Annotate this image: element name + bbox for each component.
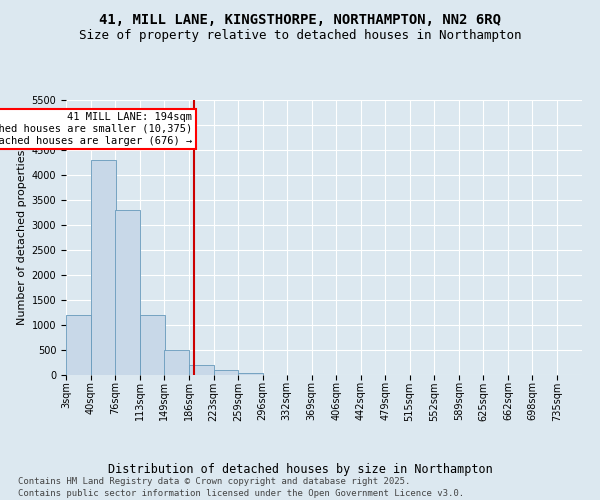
Text: Distribution of detached houses by size in Northampton: Distribution of detached houses by size … xyxy=(107,462,493,475)
Text: 41, MILL LANE, KINGSTHORPE, NORTHAMPTON, NN2 6RQ: 41, MILL LANE, KINGSTHORPE, NORTHAMPTON,… xyxy=(99,12,501,26)
Bar xyxy=(66,315,91,375)
Bar xyxy=(189,365,214,375)
Bar xyxy=(115,210,140,375)
Bar xyxy=(214,370,238,375)
Bar xyxy=(238,372,263,375)
Text: Contains HM Land Registry data © Crown copyright and database right 2025.: Contains HM Land Registry data © Crown c… xyxy=(18,478,410,486)
Text: 41 MILL LANE: 194sqm
← 94% of detached houses are smaller (10,375)
6% of semi-de: 41 MILL LANE: 194sqm ← 94% of detached h… xyxy=(0,112,192,146)
Text: Size of property relative to detached houses in Northampton: Size of property relative to detached ho… xyxy=(79,28,521,42)
Bar xyxy=(140,315,164,375)
Y-axis label: Number of detached properties: Number of detached properties xyxy=(17,150,28,325)
Bar xyxy=(164,350,189,375)
Bar xyxy=(91,160,116,375)
Text: Contains public sector information licensed under the Open Government Licence v3: Contains public sector information licen… xyxy=(18,489,464,498)
